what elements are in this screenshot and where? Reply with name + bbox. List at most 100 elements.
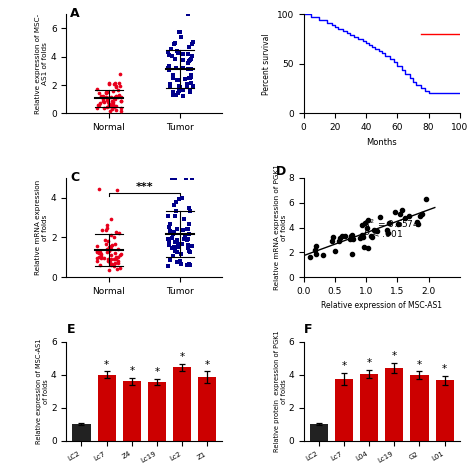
Point — [363, 225, 370, 232]
Point — [188, 73, 195, 81]
Point — [116, 82, 124, 90]
Point — [169, 71, 177, 79]
Point — [171, 212, 179, 220]
Point — [419, 210, 426, 218]
Point — [172, 174, 179, 182]
Point — [164, 235, 172, 243]
Point — [183, 236, 191, 244]
Point — [110, 80, 118, 88]
Point — [394, 220, 402, 228]
Bar — [436, 381, 454, 441]
Point — [186, 74, 194, 82]
Point — [416, 212, 424, 219]
Point — [173, 76, 181, 84]
Point — [170, 89, 177, 96]
Bar — [198, 377, 217, 441]
Point — [167, 45, 175, 53]
Point — [173, 199, 180, 206]
Point — [358, 231, 365, 238]
Point — [164, 64, 171, 72]
Point — [180, 56, 187, 64]
Point — [113, 254, 120, 261]
Bar — [173, 367, 191, 441]
Point — [171, 55, 179, 63]
Point — [376, 213, 384, 221]
Point — [186, 56, 194, 64]
Point — [114, 93, 121, 100]
Text: $P$ < .001: $P$ < .001 — [363, 228, 403, 239]
Point — [114, 257, 122, 265]
Text: *: * — [442, 364, 447, 374]
Text: *: * — [129, 366, 135, 376]
Point — [112, 103, 119, 110]
Point — [96, 101, 103, 109]
Point — [100, 99, 108, 106]
Point — [117, 97, 125, 104]
Point — [168, 235, 176, 242]
Y-axis label: Relative mRNA expression of PGK1
of folds: Relative mRNA expression of PGK1 of fold… — [274, 164, 287, 291]
Point — [113, 186, 120, 193]
Point — [188, 174, 196, 182]
Point — [115, 79, 123, 87]
Point — [166, 82, 174, 90]
Point — [165, 223, 173, 230]
Point — [102, 93, 110, 101]
Point — [113, 82, 120, 90]
Point — [98, 226, 106, 234]
Point — [114, 259, 122, 266]
Point — [174, 89, 182, 97]
Point — [102, 88, 109, 96]
Bar — [410, 375, 428, 441]
X-axis label: Months: Months — [366, 138, 397, 147]
Text: *: * — [104, 360, 109, 370]
Point — [105, 81, 113, 88]
Point — [373, 228, 380, 235]
Point — [100, 92, 107, 100]
Point — [338, 232, 346, 240]
Point — [111, 240, 119, 248]
Bar — [335, 379, 353, 441]
Point — [319, 251, 327, 259]
Point — [185, 204, 193, 211]
Point — [173, 237, 181, 244]
Point — [188, 40, 195, 47]
Point — [107, 257, 114, 264]
Point — [180, 235, 188, 243]
Point — [178, 250, 185, 258]
Point — [175, 87, 183, 95]
Point — [364, 217, 372, 224]
Point — [175, 196, 182, 203]
Point — [93, 248, 100, 255]
Point — [369, 233, 376, 240]
Point — [186, 207, 194, 214]
Point — [184, 225, 192, 233]
Point — [94, 101, 101, 109]
Point — [165, 52, 173, 59]
Bar — [310, 424, 328, 441]
Point — [112, 255, 120, 263]
Point — [185, 230, 192, 238]
Point — [170, 40, 177, 47]
Point — [361, 219, 369, 227]
Point — [165, 238, 173, 246]
Point — [98, 250, 105, 258]
Point — [95, 250, 103, 257]
Text: *: * — [180, 352, 185, 362]
Point — [169, 252, 176, 260]
X-axis label: Relative expression of MSC-AS1: Relative expression of MSC-AS1 — [321, 301, 442, 310]
Text: *: * — [155, 367, 160, 377]
Point — [103, 96, 110, 103]
Point — [398, 206, 406, 214]
Point — [99, 95, 107, 102]
Point — [95, 89, 103, 96]
Point — [177, 261, 185, 268]
Point — [97, 254, 104, 262]
Point — [181, 75, 188, 83]
Point — [175, 28, 183, 36]
Y-axis label: Relative expression of MSC-AS1
of folds: Relative expression of MSC-AS1 of folds — [36, 338, 49, 444]
Point — [113, 92, 120, 100]
Point — [186, 87, 193, 95]
Point — [111, 250, 119, 257]
Text: C: C — [70, 171, 79, 184]
Bar — [360, 374, 378, 441]
